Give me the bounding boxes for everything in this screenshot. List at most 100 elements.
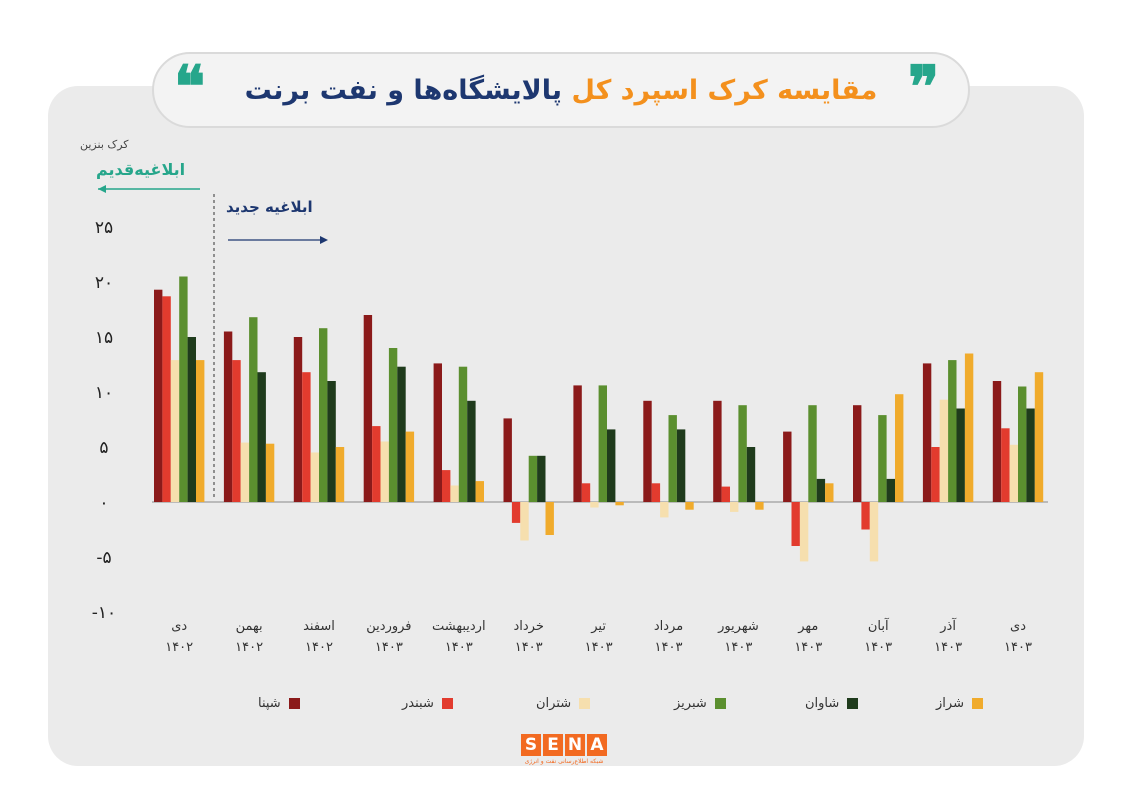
chart-title: مقایسه کرک اسپرد کل پالایشگاه‌ها و نفت ب… xyxy=(152,52,970,128)
bar-شبریز-2 xyxy=(319,328,328,502)
category-month-label: آبان xyxy=(868,617,890,634)
bar-شاوان-7 xyxy=(676,429,686,502)
y-tick-label: ۱۵ xyxy=(95,328,113,348)
bar-شبندر-8 xyxy=(721,486,730,502)
legend-label: شراز xyxy=(936,696,964,711)
legend-item: شتران xyxy=(536,696,591,711)
bar-شبریز-0 xyxy=(179,276,188,502)
bar-شراز-1 xyxy=(265,443,275,502)
y-axis-label: کرک بنزین xyxy=(80,138,129,151)
bar-شبریز-11 xyxy=(948,360,957,502)
bar-شبریز-9 xyxy=(808,405,817,502)
legend-swatch xyxy=(847,698,859,709)
bar-شراز-0 xyxy=(196,360,205,502)
bar-شپنا-7 xyxy=(643,400,652,502)
bar-شبندر-0 xyxy=(162,296,171,502)
bar-شاوان-1 xyxy=(257,372,266,502)
legend-label: شتران xyxy=(536,696,572,711)
bar-شبندر-7 xyxy=(651,483,661,502)
bar-شتران-2 xyxy=(310,452,319,502)
bar-شاوان-8 xyxy=(746,447,756,502)
legend-swatch xyxy=(714,698,726,709)
bar-شبندر-4 xyxy=(442,470,451,502)
new-notice-arrow xyxy=(228,236,328,244)
bar-شاوان-6 xyxy=(607,429,616,502)
bar-شاوان-0 xyxy=(187,337,196,502)
legend-item: شراز xyxy=(936,696,983,711)
bar-شراز-8 xyxy=(755,502,764,510)
legend-item: شبندر xyxy=(402,696,453,711)
category-year-label: ۱۴۰۳ xyxy=(934,640,962,655)
logo-letter: A xyxy=(587,734,607,756)
chart-panel xyxy=(48,86,1084,766)
y-tick-label: ۱۰ xyxy=(95,383,113,403)
category-month-label: آذر xyxy=(939,617,957,634)
bar-شبندر-12 xyxy=(1001,428,1010,502)
legend-item: شاوان xyxy=(805,696,859,711)
bar-شاوان-11 xyxy=(956,408,965,502)
bar-شپنا-6 xyxy=(573,385,582,502)
bar-شبریز-5 xyxy=(528,455,538,502)
bar-شراز-11 xyxy=(964,353,974,502)
category-year-label: ۱۴۰۲ xyxy=(235,640,263,655)
bar-شپنا-8 xyxy=(713,400,722,502)
legend-label: شپنا xyxy=(258,696,281,711)
bar-شاوان-12 xyxy=(1026,408,1035,502)
bar-شبندر-9 xyxy=(791,502,800,546)
logo-letter: N xyxy=(565,734,585,756)
bar-شبریز-8 xyxy=(738,405,747,502)
category-month-label: بهمن xyxy=(236,619,263,634)
bar-شتران-10 xyxy=(869,502,879,562)
bar-شاوان-4 xyxy=(467,400,476,502)
bar-شپنا-2 xyxy=(293,337,303,502)
bar-شراز-10 xyxy=(895,394,904,502)
category-year-label: ۱۴۰۳ xyxy=(585,640,613,655)
bar-شاوان-10 xyxy=(886,478,895,502)
category-month-label: مرداد xyxy=(654,619,683,634)
bars-group xyxy=(154,276,1044,562)
bar-شتران-1 xyxy=(240,442,250,502)
category-year-label: ۱۴۰۳ xyxy=(1004,640,1032,655)
bar-شبندر-6 xyxy=(581,483,591,502)
bar-شتران-11 xyxy=(939,399,949,502)
bar-شپنا-0 xyxy=(154,289,163,502)
category-year-label: ۱۴۰۳ xyxy=(724,640,752,655)
bar-شتران-8 xyxy=(730,502,739,512)
title-part-blue: پالایشگاه‌ها و نفت برنت xyxy=(244,74,563,106)
bar-شپنا-9 xyxy=(783,431,792,502)
legend-item: شپنا xyxy=(258,696,300,711)
bar-شبندر-11 xyxy=(931,447,940,502)
category-year-label: ۱۴۰۳ xyxy=(864,640,892,655)
legend-label: شاوان xyxy=(805,696,840,711)
category-month-label: اردیبهشت xyxy=(432,619,486,634)
y-tick-label: -۵ xyxy=(96,548,111,568)
category-year-label: ۱۴۰۳ xyxy=(445,640,473,655)
category-month-label: شهریور xyxy=(717,619,759,634)
category-year-label: ۱۴۰۳ xyxy=(655,640,683,655)
bar-شاوان-9 xyxy=(816,478,826,502)
old-notice-arrow xyxy=(98,185,200,193)
bar-شبریز-3 xyxy=(388,348,398,502)
quote-open-icon: ❝ xyxy=(174,53,206,121)
bar-شتران-7 xyxy=(660,502,669,518)
title-part-orange: مقایسه کرک اسپرد کل xyxy=(571,74,878,106)
bar-شاوان-3 xyxy=(397,366,406,502)
bar-شتران-5 xyxy=(520,502,529,541)
legend-swatch xyxy=(288,698,300,709)
bar-شراز-6 xyxy=(615,502,624,506)
category-labels: دی ۱۴۰۲ بهمن ۱۴۰۲ اسفند ۱۴۰۲ فروردین ۱۴۰۳ اردیبه… xyxy=(165,617,1032,655)
category-month-label: خرداد xyxy=(513,619,543,634)
bar-شپنا-3 xyxy=(363,315,373,502)
logo-letter: E xyxy=(543,734,563,756)
category-month-label: فروردین xyxy=(366,619,411,634)
category-year-label: ۱۴۰۳ xyxy=(515,640,543,655)
bar-شراز-5 xyxy=(545,502,554,535)
bar-شپنا-12 xyxy=(992,381,1002,502)
bar-شتران-0 xyxy=(170,360,180,502)
bar-شبریز-7 xyxy=(668,415,677,502)
legend-swatch xyxy=(441,698,453,709)
y-tick-label: ۲۰ xyxy=(95,273,113,293)
bar-شپنا-10 xyxy=(853,405,862,502)
